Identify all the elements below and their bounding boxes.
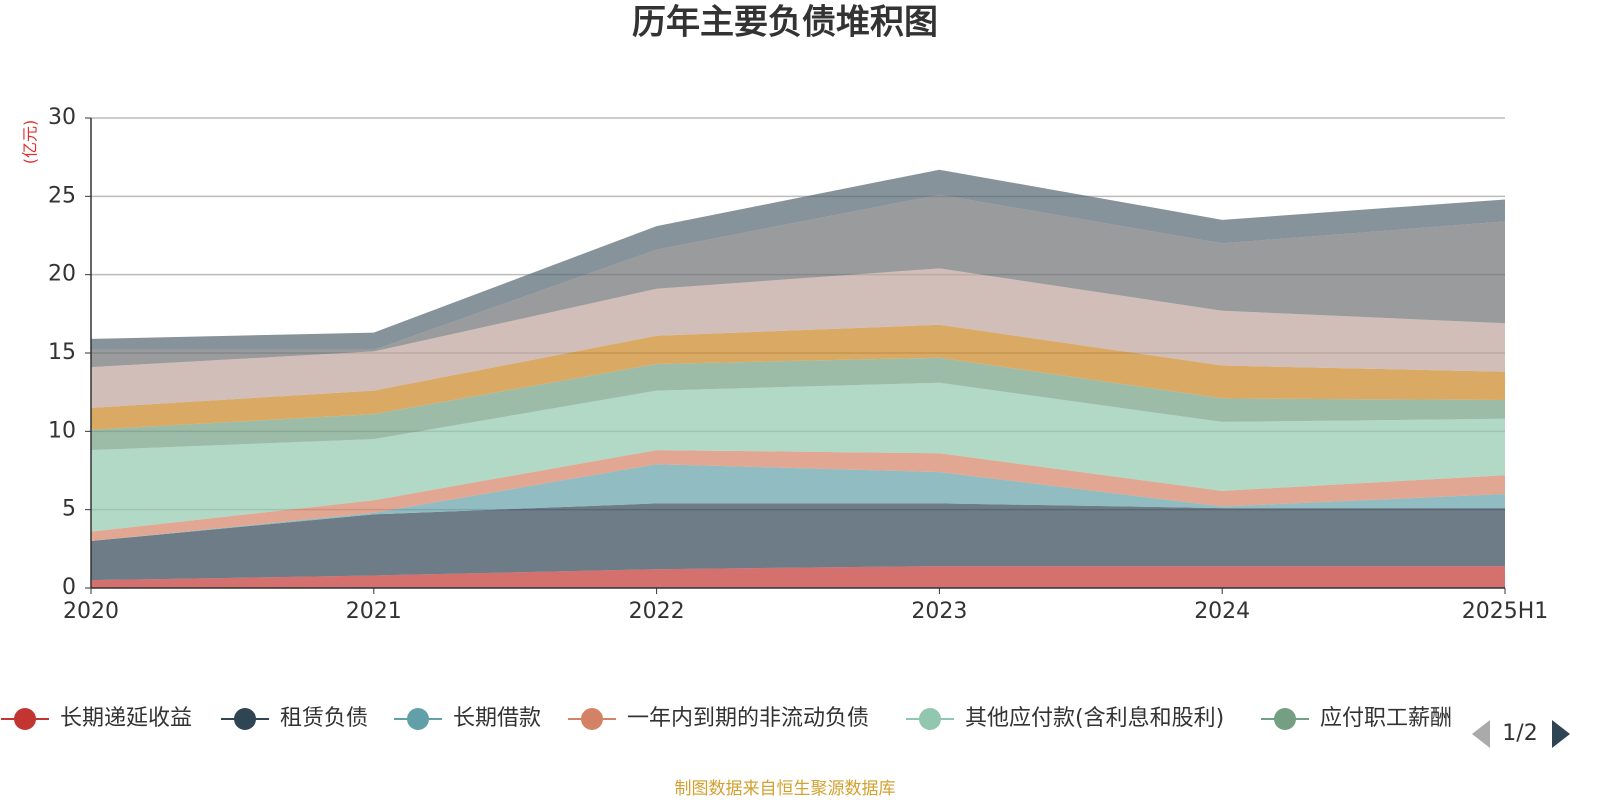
x-tick-label: 2024: [1194, 599, 1250, 624]
area: [91, 464, 1505, 541]
legend-label: 一年内到期的非流动负债: [627, 706, 869, 731]
legend-page: 1/2: [1502, 721, 1537, 746]
legend-marker: [919, 708, 941, 730]
legend-marker: [14, 708, 36, 730]
area: [91, 324, 1505, 430]
legend-marker: [234, 708, 256, 730]
legend-marker: [407, 708, 429, 730]
y-tick-label: 15: [48, 340, 76, 365]
area: [91, 503, 1505, 581]
legend-label: 长期借款: [453, 706, 541, 731]
legend-prev[interactable]: [1472, 720, 1490, 748]
x-tick-label: 2023: [911, 599, 967, 624]
y-tick-label: 5: [62, 497, 76, 522]
plot-area: 0 5 10 15 20 25 30 2020 2021 2022 2023 2024 2025H1: [48, 105, 1548, 624]
legend-next[interactable]: [1552, 720, 1570, 748]
legend-label: 应付职工薪酬: [1320, 706, 1452, 731]
x-tick-label: 2022: [629, 599, 685, 624]
legend-label: 租赁负债: [280, 706, 368, 731]
x-tick-label: 2025H1: [1462, 599, 1549, 624]
area: [91, 450, 1505, 541]
legend: 长期递延收益 租赁负债 长期借款 一年内到期的非流动负债 其他应付款(含利息和股利) 应付…: [1, 706, 1452, 731]
area: [91, 194, 1505, 368]
y-tick-label: 0: [62, 575, 76, 600]
legend-label: 长期递延收益: [60, 706, 192, 731]
y-tick-label: 30: [48, 105, 76, 130]
y-tick-label: 25: [48, 183, 76, 208]
area: [91, 268, 1505, 408]
y-axis-label: (亿元): [21, 120, 40, 165]
source-note: 制图数据来自恒生聚源数据库: [675, 779, 896, 799]
legend-label: 其他应付款(含利息和股利): [965, 706, 1224, 731]
area: [91, 169, 1505, 350]
area: [91, 382, 1505, 532]
x-tick-label: 2020: [63, 599, 119, 624]
area: [91, 566, 1505, 588]
legend-marker: [581, 708, 603, 730]
legend-marker: [1274, 708, 1296, 730]
y-tick-label: 20: [48, 262, 76, 287]
chart-title: 历年主要负债堆积图: [632, 3, 938, 43]
area: [91, 357, 1505, 451]
y-tick-label: 10: [48, 418, 76, 443]
x-tick-label: 2021: [346, 599, 402, 624]
